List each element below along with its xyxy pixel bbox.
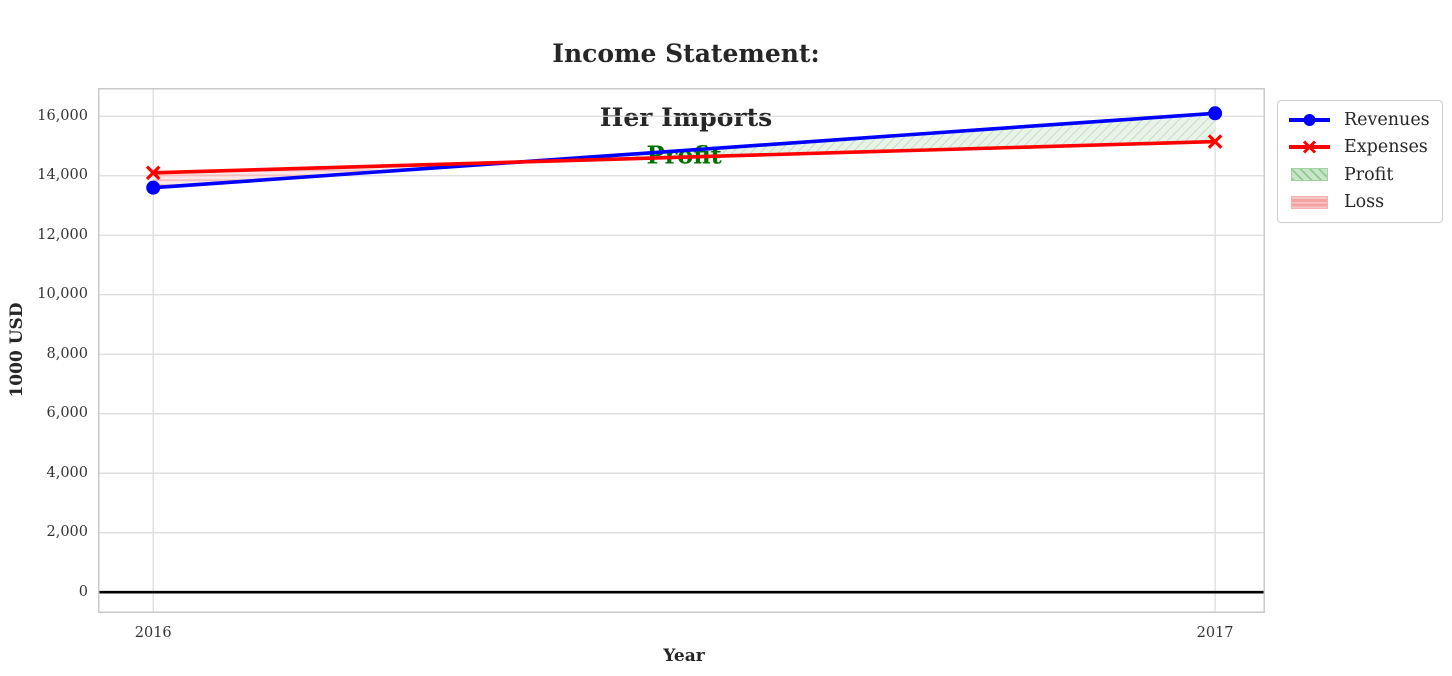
- y-tick-label: 12,000: [37, 226, 88, 243]
- y-tick-label: 2,000: [46, 524, 88, 541]
- revenues-line-marker-icon: [1288, 111, 1331, 129]
- x-axis-label: Year: [663, 646, 705, 666]
- legend-label-expenses: Expenses: [1344, 137, 1428, 158]
- profit-patch-icon: [1288, 168, 1331, 182]
- y-tick-label: 8,000: [46, 345, 88, 362]
- legend-item-loss: Loss: [1288, 189, 1434, 217]
- plot-border: [98, 88, 1265, 613]
- y-tick-label: 4,000: [46, 464, 88, 481]
- expenses-line-marker-icon: [1288, 138, 1331, 156]
- chart-title-line2: Her Imports: [599, 103, 773, 132]
- plot-area: Profit: [98, 88, 1265, 613]
- chart-title: Income Statement: Her Imports: [0, 6, 1372, 166]
- data-lines: [153, 111, 1216, 190]
- y-tick-label: 10,000: [37, 286, 88, 303]
- legend-label-loss: Loss: [1344, 192, 1385, 213]
- y-tick-label: 16,000: [37, 107, 88, 124]
- x-tick-label: 2016: [134, 625, 172, 641]
- chart-title-line1: Income Statement:: [552, 39, 820, 68]
- legend-label-revenues: Revenues: [1344, 109, 1430, 130]
- y-tick-label: 6,000: [46, 405, 88, 422]
- legend-item-profit: Profit: [1288, 161, 1434, 189]
- legend-item-revenues: Revenues: [1288, 106, 1434, 134]
- y-tick-label: 0: [78, 583, 88, 600]
- legend-item-expenses: Expenses: [1288, 134, 1434, 162]
- gridlines: [98, 88, 1265, 613]
- legend-label-profit: Profit: [1344, 164, 1394, 185]
- y-tick-label: 14,000: [37, 167, 88, 184]
- x-tick-label: 2017: [1196, 625, 1234, 641]
- loss-patch-icon: [1288, 195, 1331, 209]
- legend: Revenues Expenses Profit Loss: [1277, 100, 1443, 223]
- data-markers: [145, 106, 1223, 195]
